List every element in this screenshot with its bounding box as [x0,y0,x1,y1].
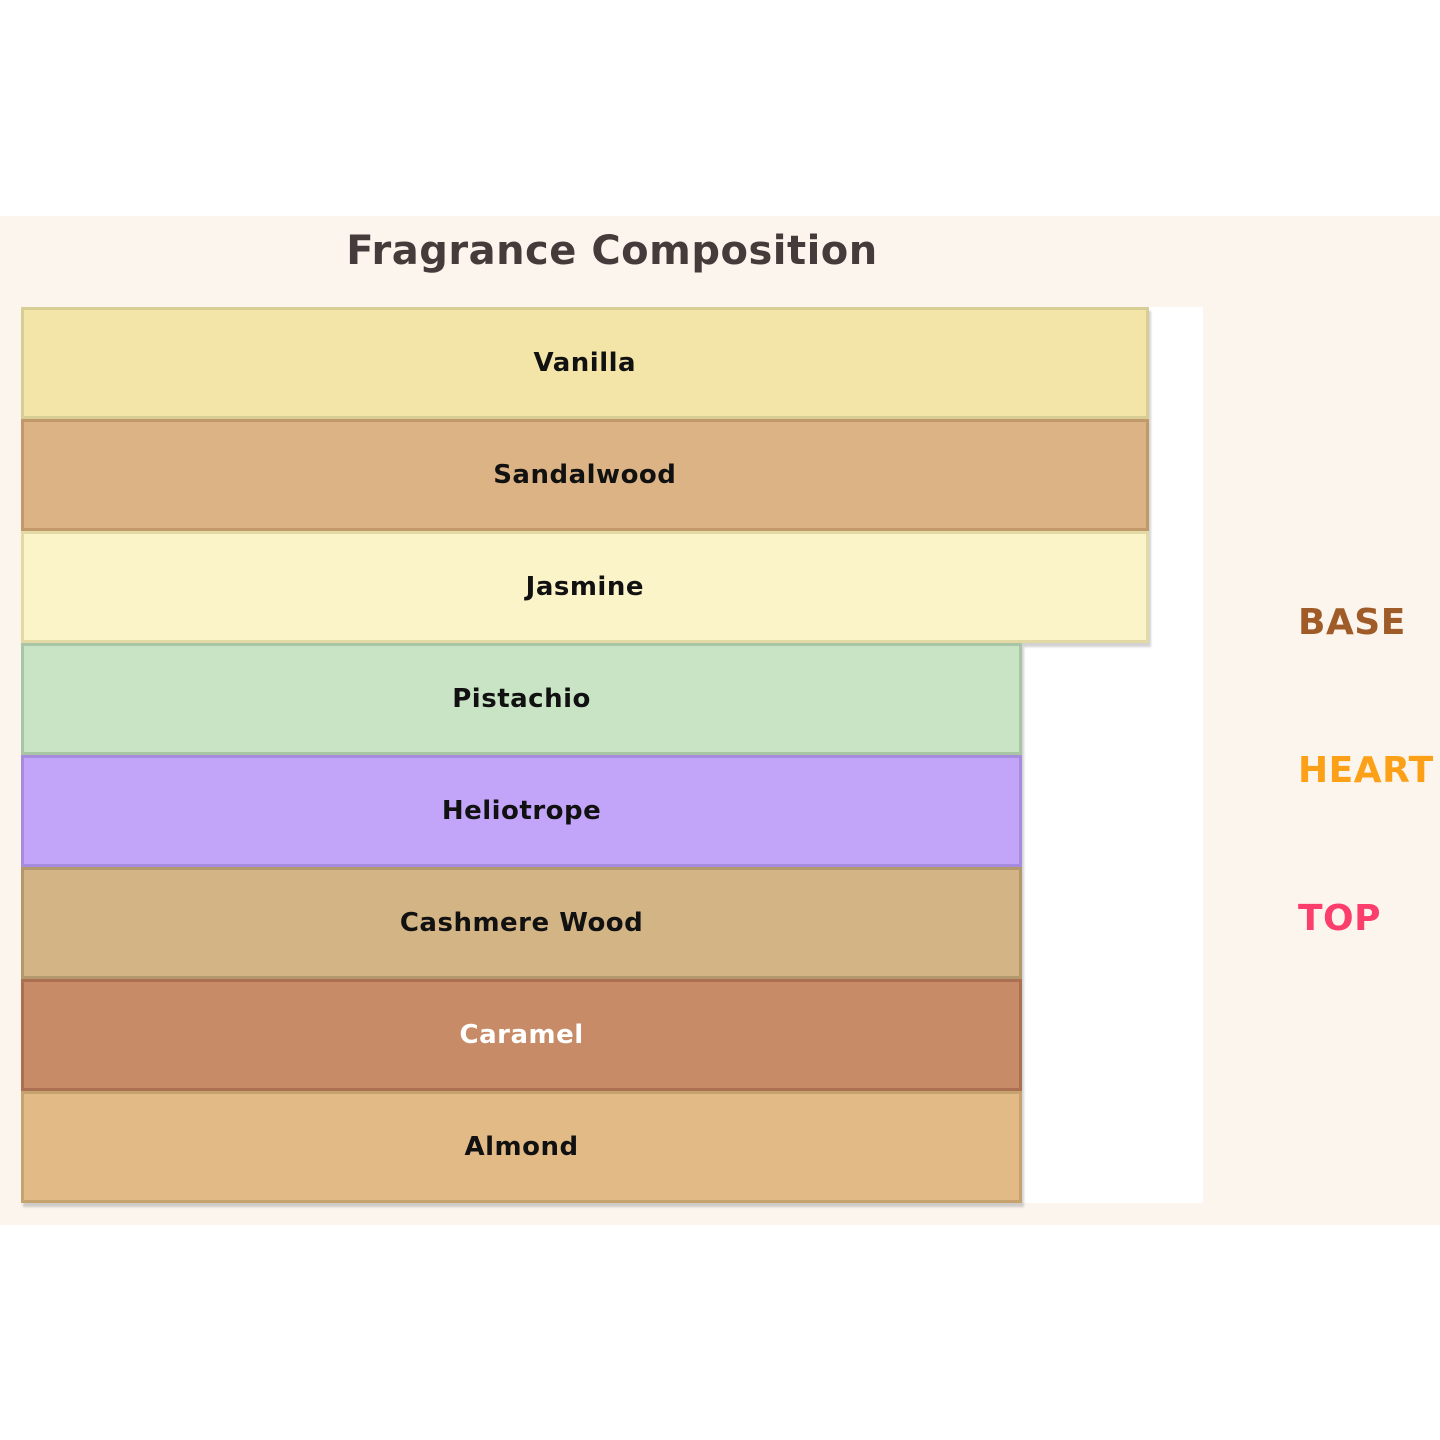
bar-label: Almond [464,1132,579,1162]
chart-title: Fragrance Composition [346,228,878,274]
bar-label: Pistachio [452,684,591,714]
bar-jasmine: Jasmine [21,531,1149,643]
plot-area: Vanilla Sandalwood Jasmine Pistachio Heliotr… [21,307,1203,1203]
bar-label: Heliotrope [441,796,602,826]
bar-label: Vanilla [533,348,637,378]
bar-heliotrope: Heliotrope [21,755,1023,867]
bar-label: Caramel [459,1020,584,1050]
bar-label: Cashmere Wood [399,908,644,938]
bar-caramel: Caramel [21,979,1023,1091]
bar-sandalwood: Sandalwood [21,419,1149,531]
bar-vanilla: Vanilla [21,307,1149,419]
group-label-heart: HEART [1298,750,1434,791]
bar-label: Sandalwood [493,460,677,490]
bar-label: Jasmine [525,572,644,602]
bar-cashmere-wood: Cashmere Wood [21,867,1023,979]
group-label-base: BASE [1298,602,1406,643]
bar-pistachio: Pistachio [21,643,1023,755]
group-label-top: TOP [1298,898,1382,939]
fragrance-composition-chart: Fragrance Composition Vanilla Sandalwood J… [0,216,1440,1225]
bar-almond: Almond [21,1091,1023,1203]
